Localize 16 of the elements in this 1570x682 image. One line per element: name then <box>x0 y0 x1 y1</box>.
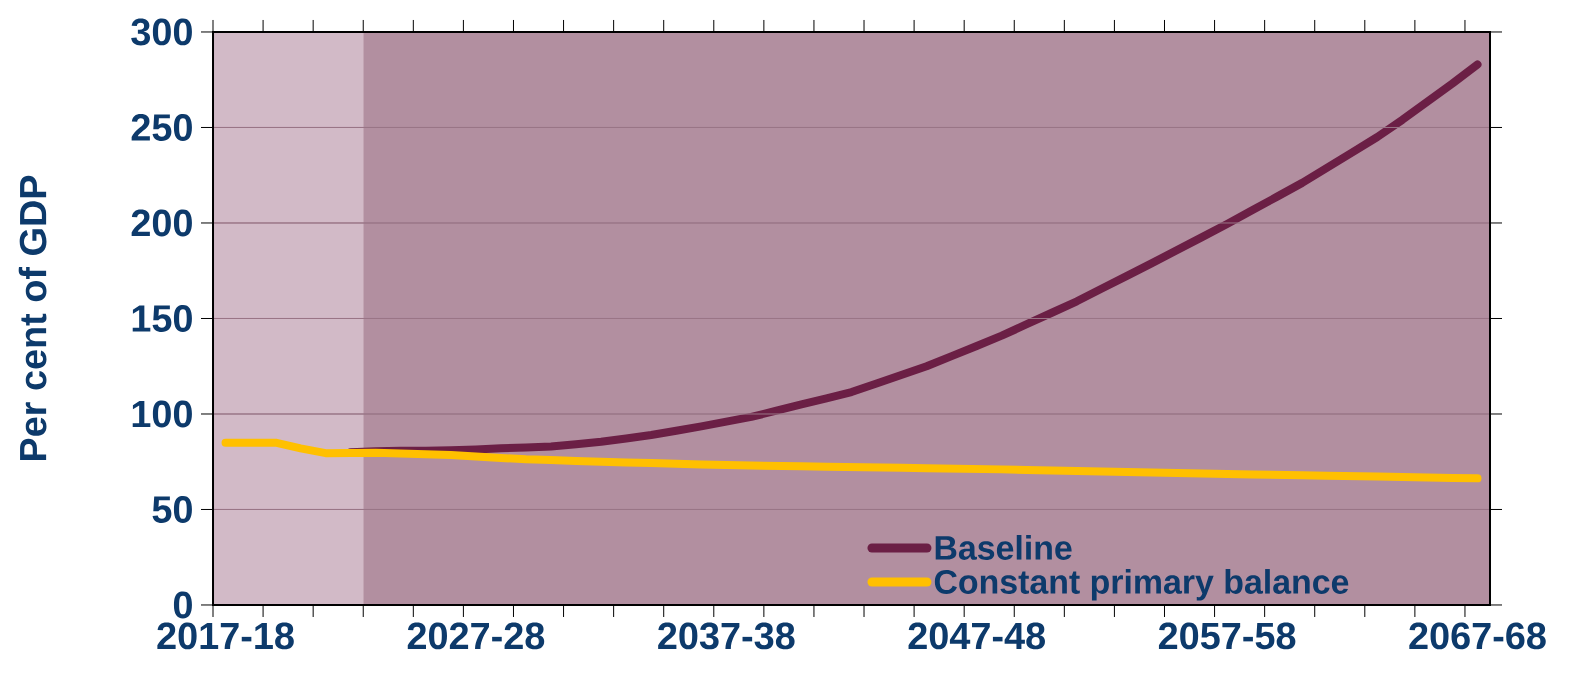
y-tick-label: 0 <box>173 591 192 619</box>
x-tick-label: 2067-68 <box>1409 622 1546 650</box>
y-axis-title: Per cent of GDP <box>18 175 47 461</box>
x-tick-label: 2027-28 <box>407 622 545 650</box>
y-tick-label: 200 <box>131 209 192 237</box>
y-tick-label: 250 <box>131 114 192 141</box>
y-tick-label: 300 <box>131 18 192 46</box>
y-tick-label: 50 <box>152 496 192 523</box>
legend-label: Constant primary balance <box>934 569 1349 601</box>
x-tick-label: 2057-58 <box>1158 622 1296 650</box>
legend-label: Baseline <box>935 535 1072 560</box>
x-tick-label: 2047-48 <box>908 622 1045 650</box>
y-tick-label: 100 <box>132 400 192 428</box>
x-tick-label: 2037-38 <box>658 622 795 650</box>
y-tick-label: 150 <box>132 305 192 332</box>
x-tick-label: 2017-18 <box>157 622 294 650</box>
